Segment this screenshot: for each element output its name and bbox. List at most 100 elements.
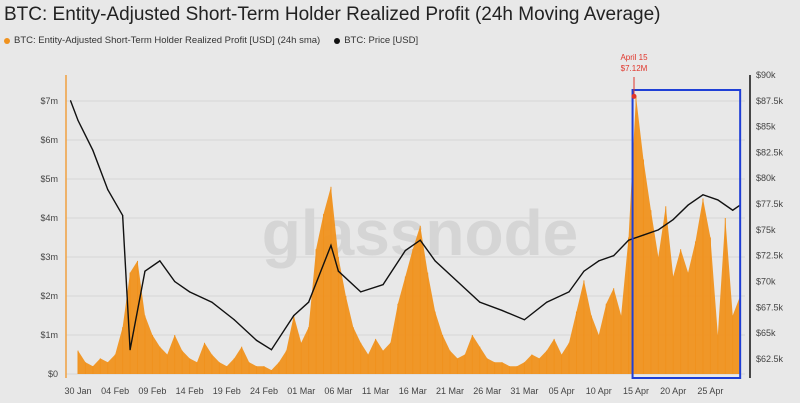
left-tick-label: $6m	[40, 135, 58, 145]
profit-bar	[218, 362, 220, 374]
profit-bar	[486, 358, 488, 374]
annotation-date: April 15	[620, 53, 648, 62]
profit-bar	[709, 237, 711, 374]
profit-bar	[419, 225, 421, 374]
profit-bar	[657, 257, 659, 374]
profit-bar	[613, 288, 615, 374]
profit-bar	[345, 296, 347, 374]
legend-item-price[interactable]: BTC: Price [USD]	[334, 35, 418, 46]
profit-bar	[323, 214, 325, 374]
profit-bar	[84, 362, 86, 374]
profit-bar	[144, 315, 146, 374]
price-point	[337, 270, 339, 272]
x-tick-label: 06 Mar	[324, 386, 352, 396]
profit-bar	[516, 366, 518, 374]
x-tick-label: 16 Mar	[399, 386, 427, 396]
profit-bar	[724, 218, 726, 374]
profit-bar	[568, 342, 570, 374]
price-point	[434, 260, 436, 262]
legend-dot-icon	[334, 37, 341, 44]
price-point	[107, 188, 109, 191]
price-point	[657, 229, 659, 231]
right-tick-label: $90k	[756, 70, 776, 80]
price-point	[546, 301, 548, 303]
profit-bar	[181, 350, 183, 374]
price-point	[702, 194, 704, 196]
right-tick-label: $67.5k	[756, 302, 784, 312]
price-point	[419, 239, 421, 241]
price-point	[255, 339, 258, 342]
profit-bar	[389, 342, 391, 374]
profit-bar	[256, 366, 258, 374]
right-tick-label: $70k	[756, 277, 776, 287]
profit-bar	[702, 198, 704, 374]
profit-bar	[248, 362, 250, 374]
profit-bar	[211, 354, 213, 374]
price-point	[77, 119, 79, 121]
price-point	[189, 291, 191, 293]
profit-bar	[122, 327, 124, 374]
profit-bar	[337, 257, 339, 374]
profit-bar	[129, 272, 131, 374]
right-tick-label: $82.5k	[756, 147, 784, 157]
profit-bar	[635, 96, 637, 374]
price-point	[69, 100, 72, 102]
profit-bar	[92, 366, 94, 374]
profit-bar	[464, 354, 466, 374]
annotation-marker	[631, 93, 637, 99]
profit-bar	[404, 276, 406, 374]
profit-bar	[308, 327, 310, 374]
profit-bar	[300, 342, 302, 374]
x-tick-label: 14 Feb	[176, 386, 204, 396]
profit-area	[78, 96, 741, 374]
legend-item-profit[interactable]: BTC: Entity-Adjusted Short-Term Holder R…	[4, 35, 320, 46]
price-point	[732, 209, 734, 211]
left-tick-label: $0	[48, 369, 58, 379]
profit-bar	[538, 358, 540, 374]
profit-bar	[717, 335, 719, 374]
profit-bar	[434, 311, 436, 374]
legend-label: BTC: Price [USD]	[344, 35, 419, 46]
left-tick-label: $5m	[40, 174, 58, 184]
right-tick-label: $87.5k	[756, 96, 784, 106]
profit-bar	[263, 366, 265, 374]
profit-bar	[375, 338, 377, 374]
profit-bar	[270, 370, 272, 374]
price-point	[159, 260, 161, 262]
profit-bar	[620, 315, 622, 374]
price-point	[687, 204, 689, 206]
x-tick-label: 04 Feb	[101, 386, 129, 396]
profit-bar	[442, 335, 444, 374]
price-point	[404, 249, 406, 252]
x-tick-label: 24 Feb	[250, 386, 278, 396]
profit-bar	[241, 346, 243, 374]
right-tick-label: $65k	[756, 328, 776, 338]
legend-dot-icon	[4, 37, 10, 44]
profit-bar	[397, 303, 399, 374]
profit-bar	[114, 354, 116, 374]
profit-bar	[695, 241, 697, 374]
price-point	[598, 260, 600, 262]
price-point	[330, 244, 332, 246]
x-tick-label: 20 Apr	[660, 386, 686, 396]
profit-bar	[107, 362, 109, 374]
price-point	[642, 234, 645, 236]
price-point	[122, 214, 124, 217]
price-point	[293, 315, 295, 317]
price-point	[717, 199, 719, 201]
x-tick-label: 09 Feb	[138, 386, 166, 396]
left-tick-label: $3m	[40, 252, 58, 262]
price-point	[144, 270, 146, 272]
price-point	[382, 284, 384, 286]
profit-bar	[732, 315, 734, 374]
profit-bar	[553, 338, 555, 374]
x-tick-label: 30 Jan	[64, 386, 91, 396]
profit-bar	[99, 358, 101, 374]
right-tick-label: $75k	[756, 225, 776, 235]
profit-bar	[575, 311, 577, 374]
x-tick-label: 10 Apr	[586, 386, 612, 396]
profit-bar	[501, 362, 503, 374]
price-point	[583, 270, 585, 272]
price-point	[523, 319, 526, 321]
